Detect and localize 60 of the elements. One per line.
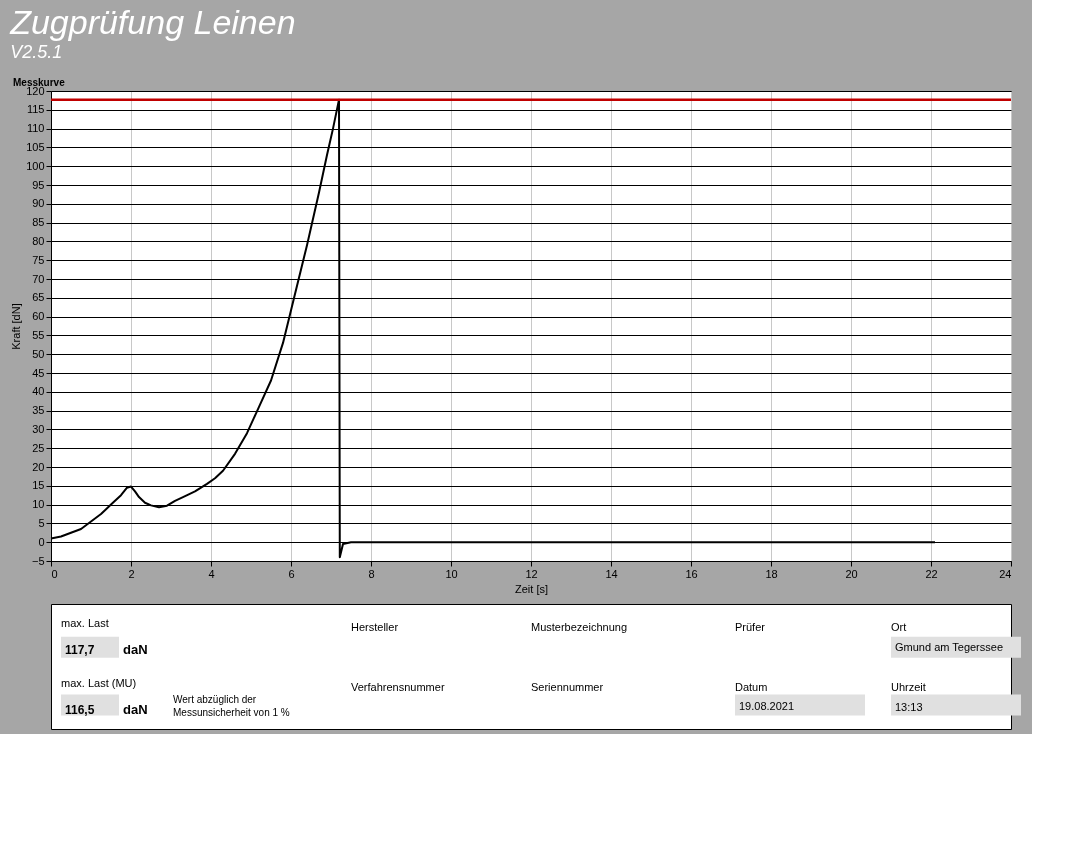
y-tick-label: 100 xyxy=(26,159,45,172)
text: daN xyxy=(123,702,148,717)
x-tick-label: 8 xyxy=(368,567,375,580)
y-tick-label: 65 xyxy=(32,291,45,304)
text: Gmund am Tegerssee xyxy=(895,641,1004,653)
y-tick-label: 5 xyxy=(38,516,45,529)
x-tick-label: 4 xyxy=(208,567,215,580)
y-tick-label: 95 xyxy=(32,178,45,191)
x-tick-label: 20 xyxy=(845,567,858,580)
text: Ort xyxy=(891,621,907,633)
x-tick-label: 2 xyxy=(128,567,135,580)
x-axis-title: Zeit [s] xyxy=(514,582,549,595)
text: Datum xyxy=(735,681,768,693)
x-tick-label: 12 xyxy=(525,567,538,580)
y-tick-label: 40 xyxy=(32,385,45,398)
text: Hersteller xyxy=(351,621,399,633)
text: Wert abzüglich der Messunsicherheit von 1 % xyxy=(173,694,290,718)
y-tick-label: 25 xyxy=(32,441,45,454)
text: 117,7 xyxy=(65,643,95,657)
y-axis-title: Kraft [dN] xyxy=(10,303,23,350)
text: max. Last xyxy=(61,617,109,629)
x-tick-label: 6 xyxy=(288,567,295,580)
x-tick-label: 0 xyxy=(51,567,58,580)
y-tick-label: 90 xyxy=(32,197,45,210)
chart-subtitle: V2.5.1 xyxy=(10,41,63,62)
y-tick-label: 15 xyxy=(32,479,45,492)
text: daN xyxy=(123,642,148,657)
y-tick-label: 45 xyxy=(32,366,45,379)
x-tick-label: 22 xyxy=(925,567,938,580)
y-tick-label: 50 xyxy=(32,347,45,360)
text: 116,5 xyxy=(65,703,95,717)
y-tick-label: 30 xyxy=(32,422,45,435)
y-tick-label: 105 xyxy=(26,140,45,153)
y-tick-label: 75 xyxy=(32,253,45,266)
y-tick-label: 55 xyxy=(32,328,45,341)
x-tick-label: 18 xyxy=(765,567,778,580)
chart-title: Zugprüfung Leinen xyxy=(9,2,296,41)
x-tick-label: 10 xyxy=(445,567,458,580)
y-tick-label: 110 xyxy=(26,122,45,135)
text: Verfahrensnummer xyxy=(351,681,445,693)
text: Uhrzeit xyxy=(891,681,926,693)
x-tick-label: 24 xyxy=(999,567,1012,580)
text: 19.08.2021 xyxy=(739,700,795,712)
text: 13:13 xyxy=(895,701,923,713)
y-tick-label: 0 xyxy=(38,535,45,548)
text: Musterbezeichnung xyxy=(531,621,628,633)
y-tick-label: −5 xyxy=(31,554,45,567)
y-tick-label: 35 xyxy=(32,404,45,417)
y-tick-label: 115 xyxy=(26,103,45,116)
text: max. Last (MU) xyxy=(61,677,137,689)
y-tick-label: 85 xyxy=(32,216,45,229)
text: Seriennummer xyxy=(531,681,604,693)
y-tick-label: 60 xyxy=(32,310,45,323)
y-tick-label: 80 xyxy=(32,234,45,247)
x-tick-label: 16 xyxy=(685,567,698,580)
x-tick-label: 14 xyxy=(605,567,618,580)
y-tick-label: 70 xyxy=(32,272,45,285)
text: Prüfer xyxy=(735,621,766,633)
y-tick-label: 10 xyxy=(32,498,45,511)
y-tick-label: 20 xyxy=(32,460,45,473)
